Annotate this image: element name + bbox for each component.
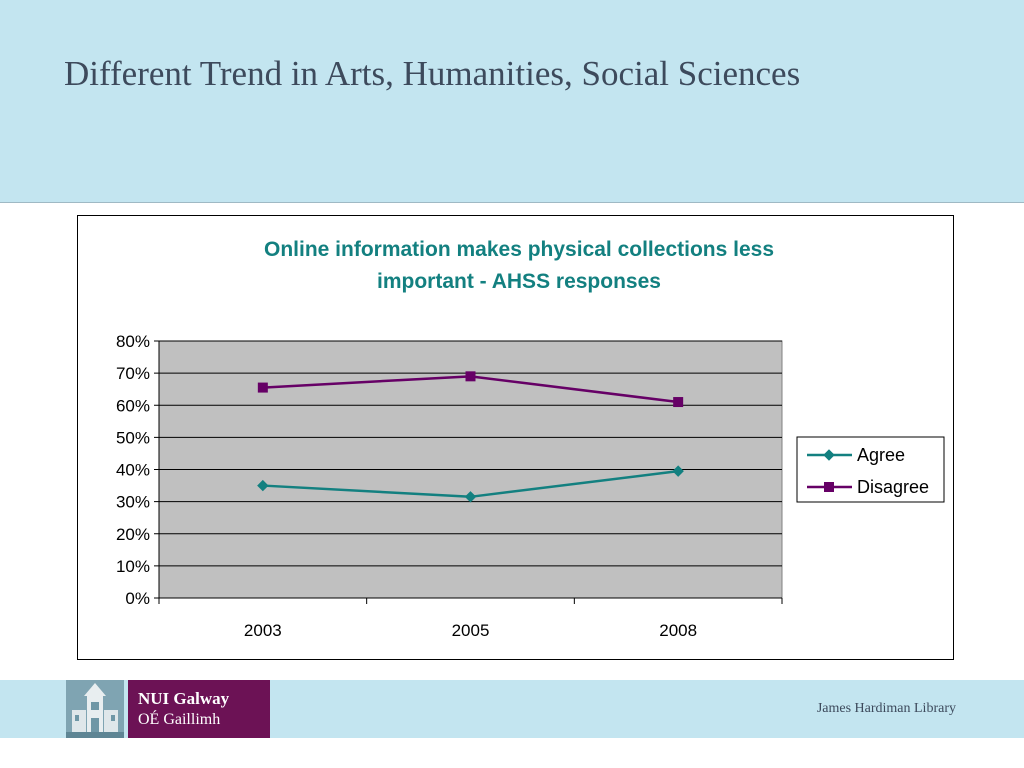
y-tick-label: 10%	[116, 557, 150, 576]
legend-marker-disagree	[824, 482, 834, 492]
y-tick-label: 70%	[116, 364, 150, 383]
header-band: Different Trend in Arts, Humanities, Soc…	[0, 0, 1024, 203]
footer-library-name: James Hardiman Library	[816, 701, 956, 716]
legend-marker-agree	[823, 449, 835, 461]
logo-text-block: NUI Galway OÉ Gaillimh	[128, 680, 270, 738]
x-tick-label: 2005	[452, 621, 490, 640]
legend-label-agree: Agree	[857, 445, 905, 465]
logo-line-english: NUI Galway	[138, 689, 230, 708]
legend-box	[796, 436, 945, 503]
disagree-data-point	[465, 371, 476, 382]
y-tick-label: 20%	[116, 525, 150, 544]
chart-title-line: important - AHSS responses	[377, 270, 661, 293]
disagree-data-point	[257, 382, 268, 393]
agree-data-point	[257, 479, 269, 492]
chart-title-line: Online information makes physical collec…	[264, 238, 774, 261]
disagree-data-point	[673, 397, 684, 408]
quadrangle-tower-icon	[66, 680, 124, 738]
y-tick-label: 50%	[116, 428, 150, 447]
line-chart: Online information makes physical collec…	[116, 238, 945, 640]
agree-data-point	[672, 465, 684, 477]
y-tick-label: 0%	[125, 589, 150, 608]
y-tick-label: 80%	[116, 332, 150, 351]
y-tick-label: 30%	[116, 493, 150, 512]
legend-label-disagree: Disagree	[857, 477, 929, 497]
y-tick-label: 40%	[116, 461, 150, 480]
logo-line-irish: OÉ Gaillimh	[138, 711, 221, 728]
chart-frame: Online information makes physical collec…	[77, 215, 954, 660]
x-tick-label: 2008	[659, 621, 697, 640]
nui-galway-logo: NUI Galway OÉ Gaillimh	[66, 680, 270, 738]
slide-title: Different Trend in Arts, Humanities, Soc…	[64, 54, 801, 93]
x-tick-label: 2003	[244, 621, 282, 640]
y-tick-label: 60%	[116, 396, 150, 415]
agree-data-point	[464, 491, 477, 503]
